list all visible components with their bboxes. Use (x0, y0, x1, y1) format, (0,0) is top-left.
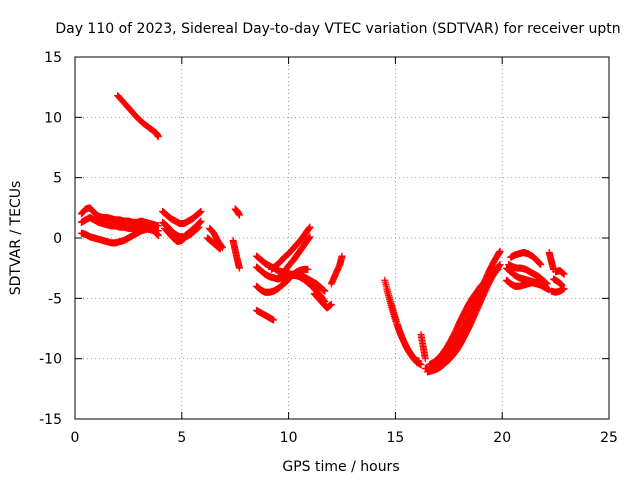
y-tick-label: -10 (39, 352, 62, 368)
data-point (543, 280, 551, 288)
chart-title: Day 110 of 2023, Sidereal Day-to-day VTE… (55, 21, 620, 37)
x-tick-label: 15 (386, 430, 404, 446)
y-axis-label: SDTVAR / TECUs (8, 181, 24, 296)
data-point (496, 261, 504, 269)
data-point (327, 300, 335, 308)
data-point (417, 361, 425, 369)
data-points (77, 92, 568, 376)
y-tick-label: 5 (53, 171, 62, 187)
y-tick-label: -15 (39, 412, 62, 428)
data-point (154, 232, 162, 240)
data-point (306, 223, 314, 231)
x-axis-label: GPS time / hours (282, 459, 399, 475)
data-point (195, 223, 203, 231)
data-point (270, 316, 278, 324)
data-point (197, 217, 205, 225)
x-tick-label: 0 (71, 430, 80, 446)
data-point (560, 270, 568, 278)
x-tick-labels: 0 5 10 15 20 25 (71, 430, 618, 446)
data-point (304, 265, 312, 273)
x-tick-label: 5 (177, 430, 186, 446)
grid-lines (75, 57, 609, 419)
data-point (321, 287, 329, 295)
x-tick-label: 25 (600, 430, 618, 446)
data-point (306, 233, 314, 241)
data-point (235, 211, 243, 219)
data-point (235, 264, 243, 272)
axis-ticks (74, 56, 610, 420)
data-point (560, 285, 568, 293)
y-tick-label: 15 (44, 50, 62, 66)
data-point (421, 355, 429, 363)
data-point (218, 244, 226, 252)
data-point (496, 247, 504, 255)
y-tick-label: -5 (48, 291, 62, 307)
x-tick-label: 20 (493, 430, 511, 446)
data-point (537, 261, 545, 269)
y-tick-label: 10 (44, 110, 62, 126)
x-tick-label: 10 (280, 430, 298, 446)
data-point (197, 207, 205, 215)
data-point (338, 252, 346, 260)
data-point (494, 265, 502, 273)
y-tick-label: 0 (53, 231, 62, 247)
data-point (154, 133, 162, 141)
y-tick-labels: -15 -10 -5 0 5 10 15 (39, 50, 62, 428)
